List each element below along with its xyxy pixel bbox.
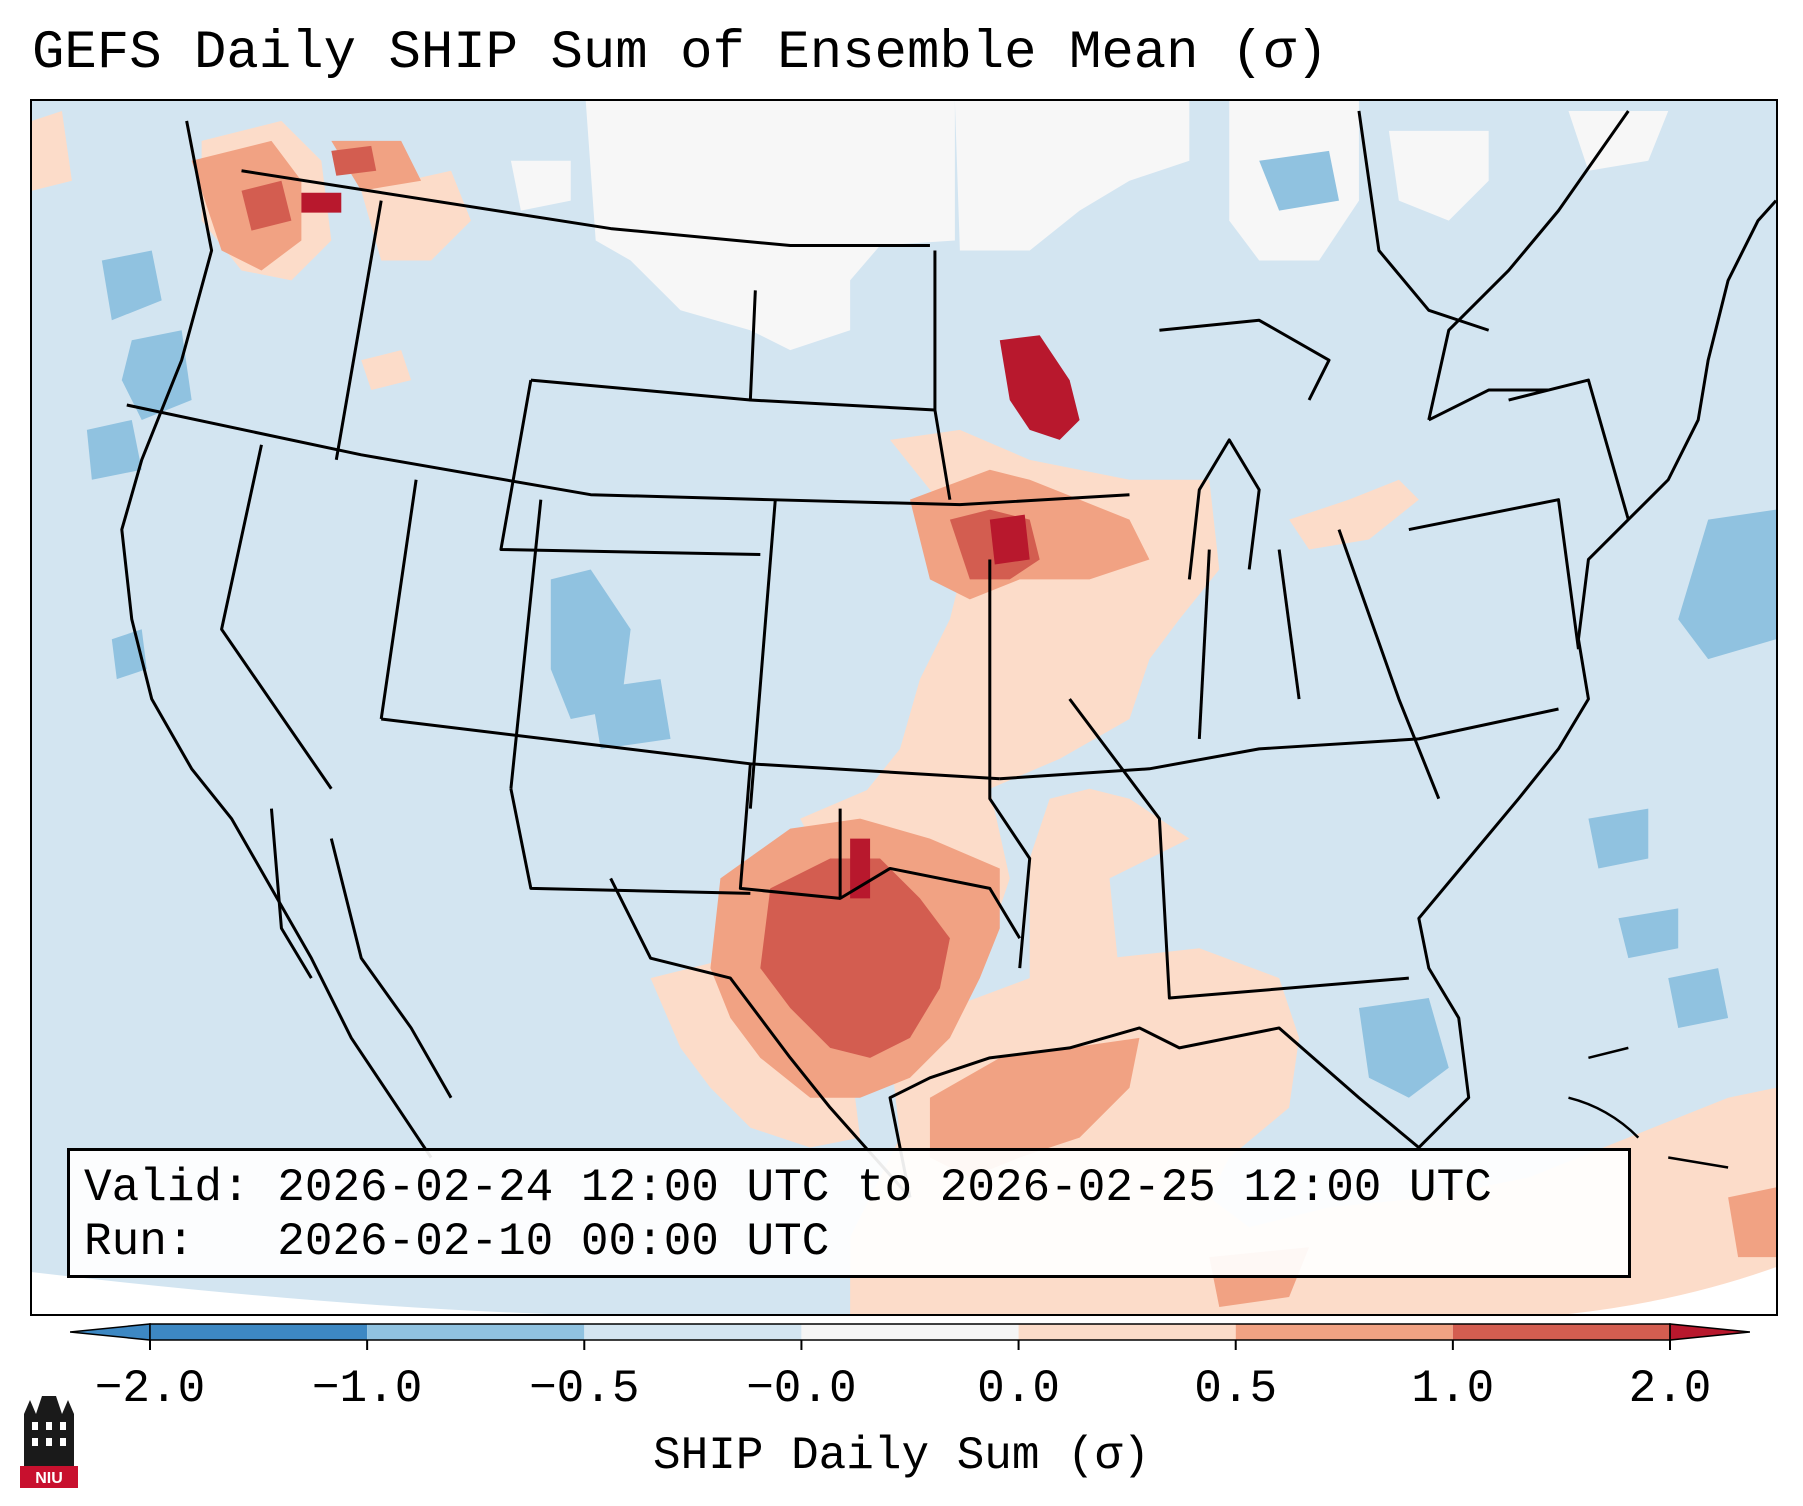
colorbar-segment (1018, 1324, 1236, 1340)
svg-text:NIU: NIU (35, 1470, 63, 1487)
colorbar-extend-high (1669, 1323, 1750, 1341)
colorbar-segment (1452, 1324, 1670, 1340)
negative-anomaly-patches (86, 150, 1776, 1098)
run-line: Run: 2026-02-10 00:00 UTC (84, 1216, 830, 1268)
colorbar-segment (150, 1324, 368, 1340)
anomaly-map (32, 101, 1776, 1314)
projection-edge-left (32, 1272, 551, 1314)
colorbar-tick-label: 0.0 (977, 1363, 1060, 1415)
colorbar-tick-label: −0.0 (746, 1363, 857, 1415)
projection-edge-right (1568, 1267, 1776, 1314)
colorbar-tick-label: −0.5 (529, 1363, 640, 1415)
colorbar (70, 1323, 1750, 1350)
colorbar-tick-label: 2.0 (1628, 1363, 1712, 1415)
positive-anomaly-strong (241, 145, 1040, 1058)
valid-time-box: Valid: 2026-02-24 12:00 UTC to 2026-02-2… (67, 1148, 1631, 1278)
valid-line: Valid: 2026-02-24 12:00 UTC to 2026-02-2… (84, 1162, 1492, 1214)
colorbar-label: SHIP Daily Sum (σ) (653, 1430, 1150, 1482)
niu-logo: NIU (20, 1396, 78, 1488)
colorbar-segment (584, 1324, 802, 1340)
state-borders (120, 110, 1776, 1199)
caribbean-islands (1568, 1046, 1729, 1169)
colorbar-tick-label: 1.0 (1411, 1363, 1495, 1415)
colorbar-tick-label: −1.0 (311, 1363, 423, 1415)
page-title: GEFS Daily SHIP Sum of Ensemble Mean (σ) (32, 23, 1329, 84)
colorbar-outline (149, 1323, 1671, 1341)
colorbar-tick-label: −2.0 (94, 1363, 206, 1415)
colorbar-segment (367, 1324, 585, 1340)
colorbar-extend-low (70, 1323, 151, 1341)
near-zero-region-canada (510, 101, 1669, 351)
positive-anomaly-extreme (301, 192, 1080, 899)
colorbar-segment (1235, 1324, 1453, 1340)
map-panel[interactable] (30, 99, 1778, 1316)
colorbar-tick-label: 0.5 (1194, 1363, 1278, 1415)
colorbar-segment (801, 1324, 1019, 1340)
